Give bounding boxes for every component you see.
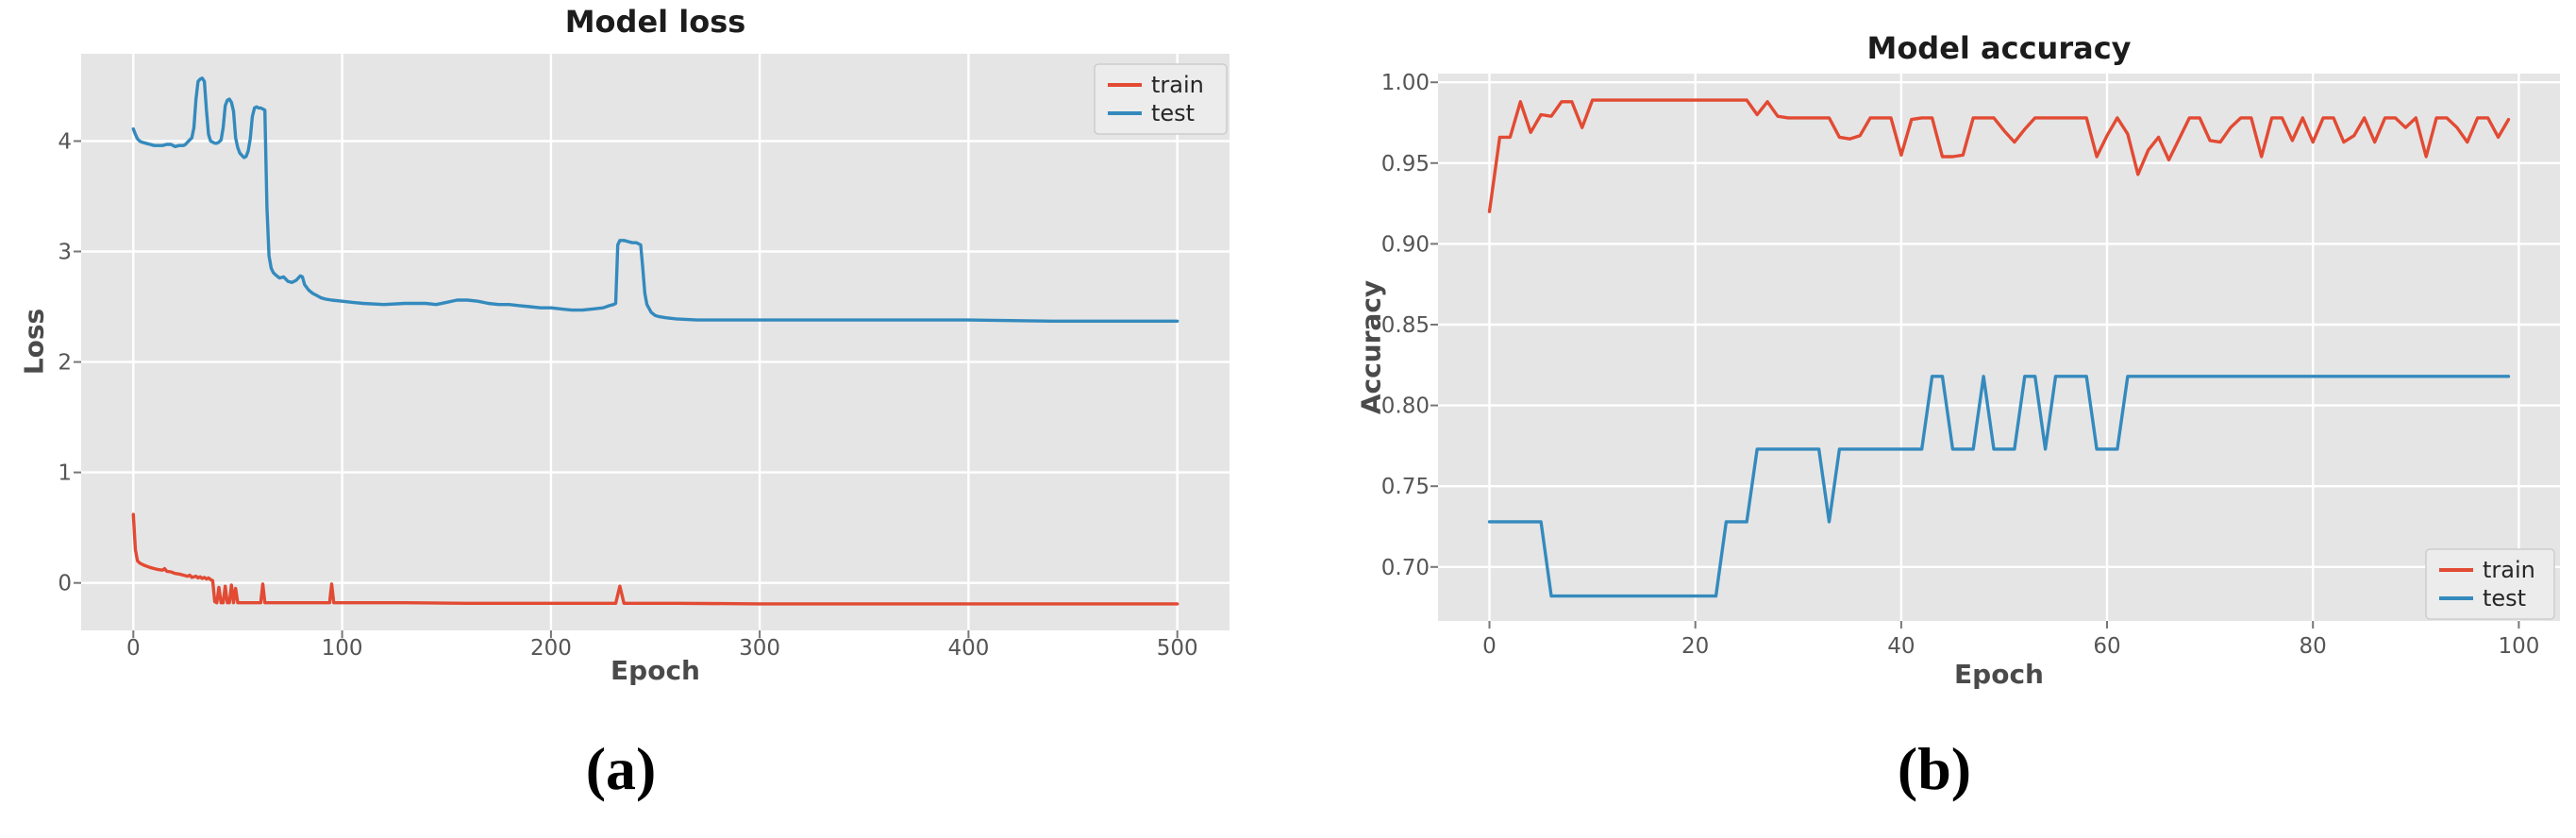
legend-box [2425,548,2555,620]
x-tick-label: 40 [1887,634,1915,659]
y-tick-label: 0.80 [1381,394,1430,419]
y-tick-label: 0.90 [1381,232,1430,257]
x-tick-label: 100 [322,636,363,661]
y-tick-label: 2 [58,351,72,376]
accuracy-chart-canvas: 0 20 40 60 80 100 0.70 0.75 0.80 0.85 0.90 0.95 1.00… [1381,71,2560,659]
y-tick-label: 1 [58,461,72,486]
legend-box [1094,63,1228,135]
x-tick-label: 200 [530,636,572,661]
x-tick-label: 500 [1157,636,1198,661]
x-axis-label-accuracy: Epoch [1954,659,2044,690]
y-tick-label: 0.85 [1381,313,1430,338]
legend-label-train: train [1151,72,1204,98]
y-tick-label: 0.75 [1381,475,1430,499]
x-tick-label: 80 [2300,634,2327,659]
caption-a: (a) [585,735,657,802]
legend-label-test: test [2483,585,2526,612]
y-tick-label: 4 [58,130,72,155]
plot-area [81,54,1229,630]
x-tick-label: 20 [1681,634,1709,659]
legend-label-train: train [2483,557,2535,583]
x-tick-label: 0 [126,636,141,661]
legend-label-test: test [1151,100,1195,126]
figure-a: Model loss Loss 0 100 200 300 400 500 0 1 2 3 4 tra… [19,4,1229,802]
y-tick-label: 0.70 [1381,556,1430,580]
x-tick-label: 60 [2093,634,2120,659]
series-line-train [1487,98,2511,213]
x-tick-label: 400 [947,636,989,661]
caption-b: (b) [1897,735,1972,802]
plot-area [1438,74,2560,621]
figure-b: Model accuracy Accuracy 0 20 40 60 80 100 0.70… [1288,0,2576,838]
x-tick-label: 0 [1482,634,1497,659]
chart-title-accuracy: Model accuracy [1866,30,2132,66]
chart-title-loss: Model loss [564,4,746,40]
series-line-train [131,512,1179,606]
x-tick-label: 300 [739,636,780,661]
x-tick-label: 100 [2498,634,2539,659]
x-axis-label-loss: Epoch [611,655,700,686]
series-line-test [131,76,1179,323]
y-tick-label: 3 [58,241,72,265]
y-tick-label: 0.95 [1381,152,1430,176]
series-line-test [1487,375,2511,598]
y-tick-label: 1.00 [1381,71,1430,95]
y-tick-label: 0 [58,572,72,596]
